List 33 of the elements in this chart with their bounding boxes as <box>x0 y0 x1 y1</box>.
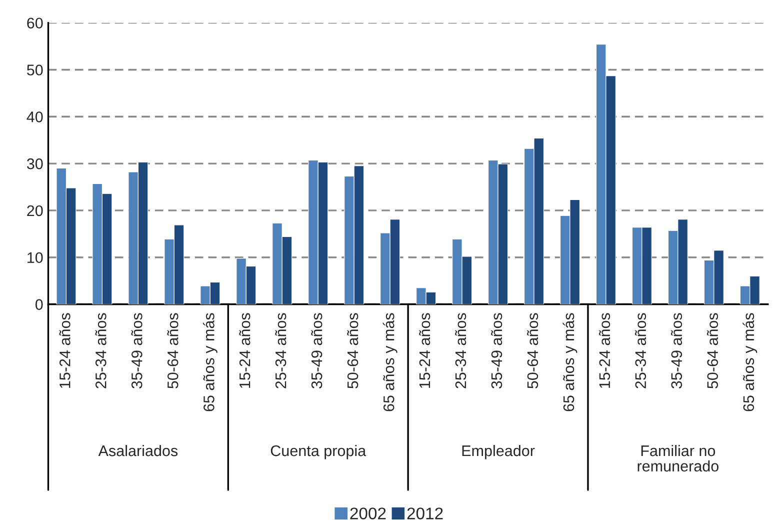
y-tick-label: 20 <box>27 205 43 216</box>
y-tick-label: 50 <box>26 64 43 76</box>
x-tick-label: 15-24 años <box>598 313 610 388</box>
text: Asalariados <box>98 444 178 456</box>
x-tick-label: 15-24 años <box>239 313 250 388</box>
x-tick-label: 65 años y más <box>202 313 218 412</box>
x-tick-label: 65 años y más <box>382 313 398 412</box>
x-tick-label: 65 años y más <box>742 313 758 412</box>
x-tick-label: 35-49 años <box>131 313 142 388</box>
x-tick-label: 15-24 años <box>419 313 430 388</box>
y-tick-label: 30 <box>26 158 43 170</box>
y-tick-label: 40 <box>26 112 43 122</box>
y-tick-label: 10 <box>28 252 43 264</box>
y-tick-label: 0 <box>35 299 43 310</box>
legend-label: 2012 <box>407 508 443 520</box>
x-tick-label: 25-34 años <box>95 313 106 388</box>
x-tick-label: 50-64 años <box>347 313 358 388</box>
x-tick-label: 35-49 años <box>491 313 502 388</box>
y-tick-label: 60 <box>27 18 43 29</box>
x-tick-label: 50-64 años <box>706 313 718 388</box>
text: Cuenta propia <box>270 444 366 460</box>
text: Empleador <box>462 444 535 460</box>
x-tick-label: 65 años y más <box>562 313 578 412</box>
text: Familiar no remunerado <box>638 444 718 472</box>
x-tick-label: 25-34 años <box>275 313 286 388</box>
x-tick-label: 15-24 años <box>59 313 70 388</box>
x-tick-label: 35-49 años <box>670 313 682 388</box>
x-tick-label: 25-34 años <box>634 313 646 388</box>
x-tick-label: 50-64 años <box>167 313 178 388</box>
legend-label: 2002 <box>350 508 386 520</box>
x-tick-label: 25-34 años <box>455 313 466 388</box>
x-tick-label: 35-49 años <box>311 313 322 388</box>
x-tick-label: 50-64 años <box>526 313 538 388</box>
